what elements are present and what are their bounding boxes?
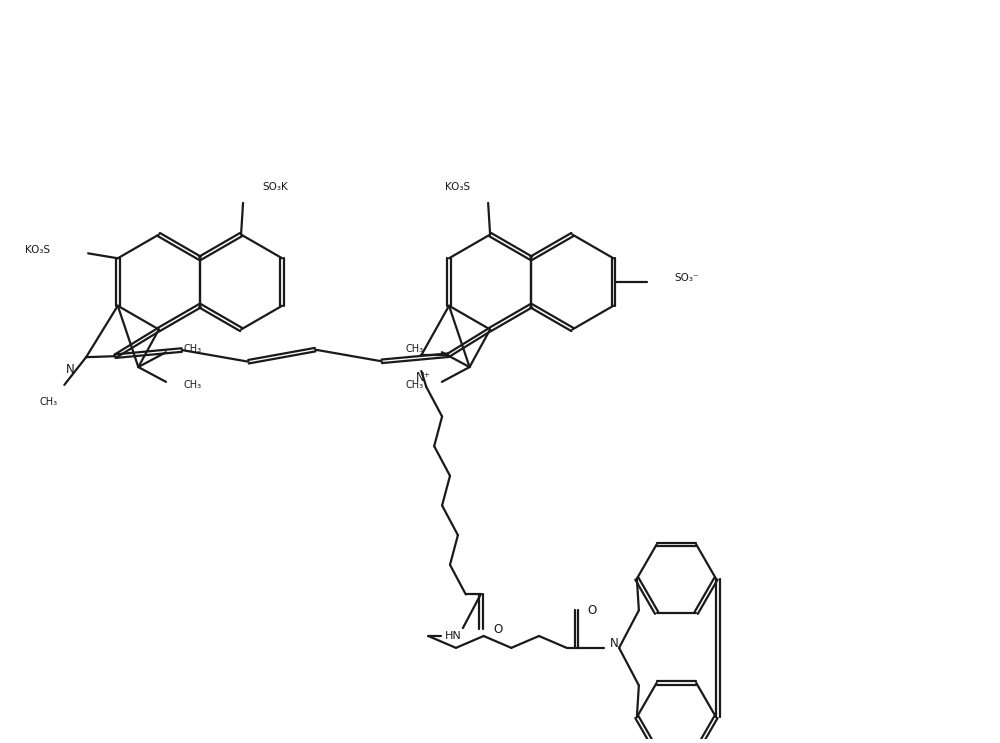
Text: N: N [610, 637, 619, 650]
Text: CH₃: CH₃ [184, 344, 202, 354]
Text: CH₃: CH₃ [184, 380, 202, 390]
Text: O: O [588, 604, 597, 617]
Text: CH₃: CH₃ [406, 344, 424, 354]
Text: SO₃⁻: SO₃⁻ [674, 273, 699, 283]
Text: N⁺: N⁺ [416, 371, 431, 384]
Text: O: O [494, 623, 503, 635]
Text: KO₃S: KO₃S [445, 182, 470, 192]
Text: CH₃: CH₃ [406, 380, 424, 390]
Text: HN: HN [445, 631, 461, 641]
Text: N: N [66, 363, 75, 375]
Text: KO₃S: KO₃S [25, 245, 51, 256]
Text: SO₃K: SO₃K [263, 182, 289, 192]
Text: CH₃: CH₃ [39, 397, 58, 406]
